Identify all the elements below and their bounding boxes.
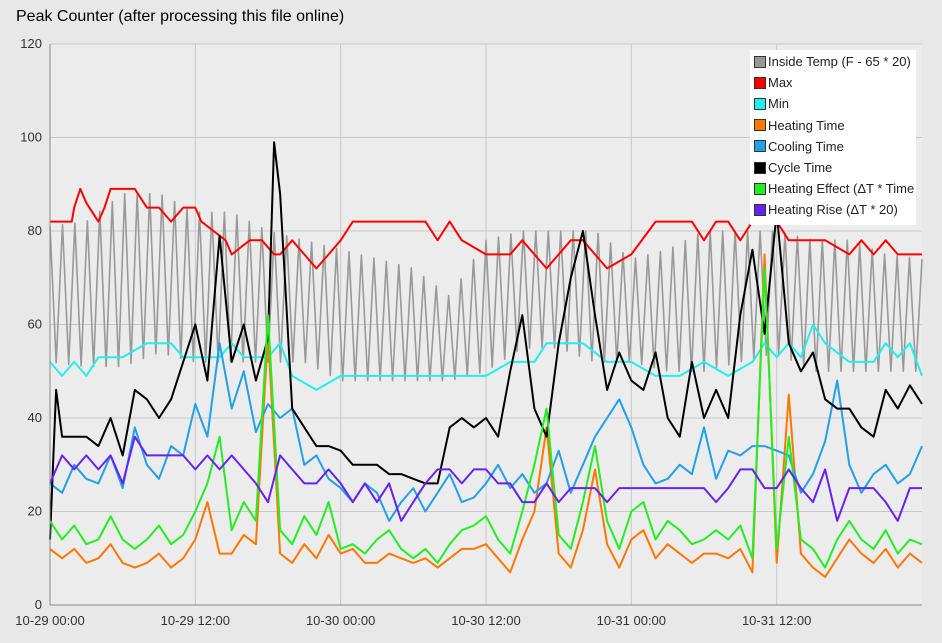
y-tick-label: 0 xyxy=(35,597,42,612)
legend-item[interactable]: Heating Rise (ΔT * 20) xyxy=(752,199,916,220)
legend-item[interactable]: Max xyxy=(752,72,916,93)
series-line-heating-time xyxy=(49,253,923,578)
legend-item[interactable]: Min xyxy=(752,93,916,114)
x-tick-label: 10-30 12:00 xyxy=(451,613,520,628)
y-tick-label: 60 xyxy=(28,317,42,332)
series-layer xyxy=(49,141,923,578)
legend-item[interactable]: Heating Time xyxy=(752,115,916,136)
legend-label: Heating Time xyxy=(768,117,845,133)
x-tick-label: 10-31 12:00 xyxy=(742,613,811,628)
series-line-cycle-time xyxy=(49,141,923,540)
chart-title: Peak Counter (after processing this file… xyxy=(16,8,345,25)
legend-label: Min xyxy=(768,96,789,112)
legend-swatch xyxy=(754,119,766,132)
chart-legend: Inside Temp (F - 65 * 20) Max Min Heating T… xyxy=(750,50,916,225)
x-tick-label: 10-29 00:00 xyxy=(15,613,84,628)
legend-swatch xyxy=(754,76,766,89)
y-tick-label: 120 xyxy=(20,36,42,51)
legend-label: Heating Effect (ΔT * Time xyxy=(768,181,915,197)
legend-item[interactable]: Cooling Time xyxy=(752,136,916,157)
x-tick-label: 10-31 00:00 xyxy=(597,613,666,628)
x-tick-label: 10-30 00:00 xyxy=(306,613,375,628)
y-tick-label: 20 xyxy=(28,504,42,519)
legend-swatch xyxy=(754,140,766,153)
legend-item[interactable]: Inside Temp (F - 65 * 20) xyxy=(752,51,916,72)
legend-swatch xyxy=(754,182,766,195)
legend-swatch xyxy=(754,203,766,216)
legend-label: Max xyxy=(768,75,793,91)
tick-labels: 0 20 40 60 80 100 120 10-29 00:00 10-29 12:00 10-… xyxy=(15,36,811,628)
series-line-heating-rise-t xyxy=(49,435,922,522)
y-tick-label: 80 xyxy=(28,223,42,238)
y-tick-label: 40 xyxy=(28,410,42,425)
legend-label: Inside Temp (F - 65 * 20) xyxy=(768,54,911,70)
legend-item[interactable]: Heating Effect (ΔT * Time xyxy=(752,178,916,199)
series-line-cooling-time xyxy=(49,342,923,522)
series-line-inside-temp-f xyxy=(49,192,923,382)
series-line-min xyxy=(49,323,923,391)
series-line-heating-effect-t-time xyxy=(49,267,923,569)
legend-swatch xyxy=(754,55,766,68)
y-tick-label: 100 xyxy=(20,130,42,145)
legend-label: Cooling Time xyxy=(768,138,844,154)
legend-swatch xyxy=(754,97,766,110)
legend-item[interactable]: Cycle Time xyxy=(752,157,916,178)
x-tick-label: 10-29 12:00 xyxy=(161,613,230,628)
legend-swatch xyxy=(754,161,766,174)
legend-label: Heating Rise (ΔT * 20) xyxy=(768,202,898,218)
legend-label: Cycle Time xyxy=(768,160,833,176)
